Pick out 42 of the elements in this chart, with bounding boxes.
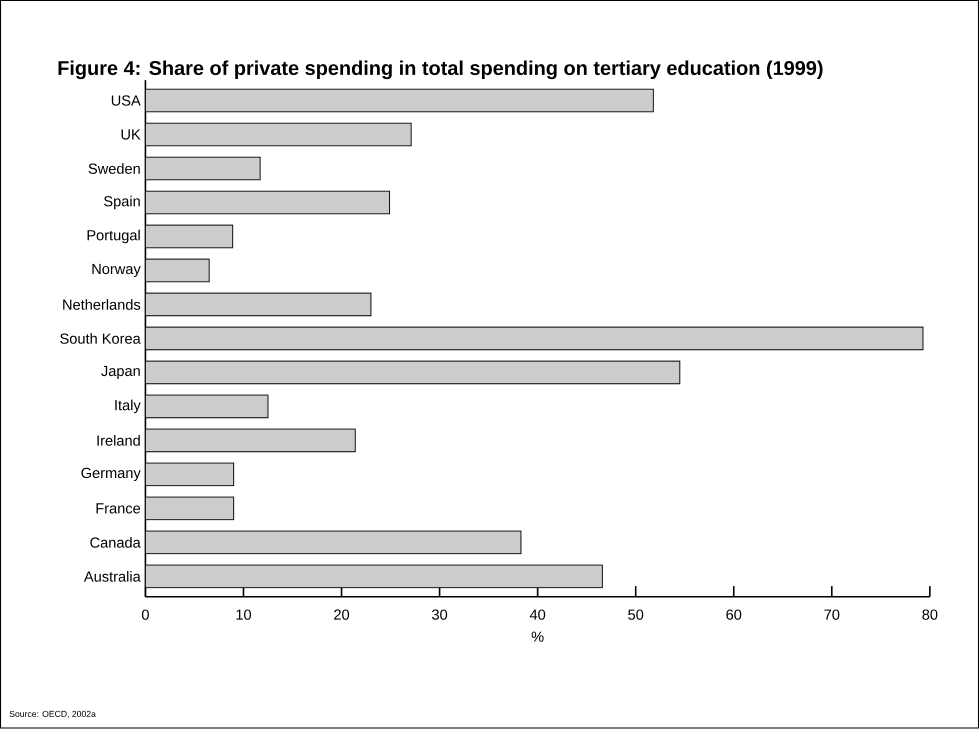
x-tick-label: 70 <box>824 610 840 620</box>
bar <box>145 496 234 520</box>
bar <box>145 258 210 282</box>
y-tick-label: Portugal <box>88 230 140 244</box>
y-tick-label: USA <box>112 96 141 106</box>
y-tick-label: Netherlands <box>63 299 140 310</box>
chart-title: Figure 4: Share of private spending in total spending on tertiary education (1999) <box>58 60 823 80</box>
y-tick-label: Norway <box>92 264 141 278</box>
x-tick-label: 20 <box>334 610 350 620</box>
bar <box>145 156 261 181</box>
y-tick-label: Italy <box>115 400 141 414</box>
x-tick-label: 0 <box>142 610 149 620</box>
y-tick-label: Canada <box>90 537 141 548</box>
y-tick-label: Sweden <box>88 163 140 174</box>
x-tick-label: 10 <box>236 610 252 620</box>
bar <box>145 326 924 350</box>
x-tick-label: 40 <box>530 610 546 620</box>
bar <box>145 88 654 113</box>
bar <box>145 530 522 554</box>
y-tick-label: Ireland <box>97 435 140 446</box>
y-tick-label: South Korea <box>60 333 141 344</box>
bar <box>145 122 412 147</box>
y-tick-label: France <box>96 504 140 514</box>
y-tick-label: Spain <box>104 196 140 210</box>
bar <box>145 360 680 384</box>
bar <box>145 462 234 486</box>
x-axis-title: % <box>532 632 544 642</box>
y-tick-label: Japan <box>101 366 140 380</box>
bar <box>145 428 356 452</box>
bar <box>145 394 268 418</box>
x-tick-label: 30 <box>432 610 448 620</box>
y-tick-label: Australia <box>84 571 141 582</box>
y-tick-label: Germany <box>81 468 141 482</box>
x-tick-label: 80 <box>922 610 938 620</box>
bar <box>145 564 603 588</box>
x-tick-label: 60 <box>726 610 742 620</box>
bar <box>145 224 234 249</box>
bar <box>145 190 390 215</box>
y-tick-label: UK <box>122 130 141 140</box>
x-tick-label: 50 <box>628 610 644 620</box>
source-note: Source: OECD, 2002a <box>10 711 96 718</box>
bar <box>145 292 372 316</box>
